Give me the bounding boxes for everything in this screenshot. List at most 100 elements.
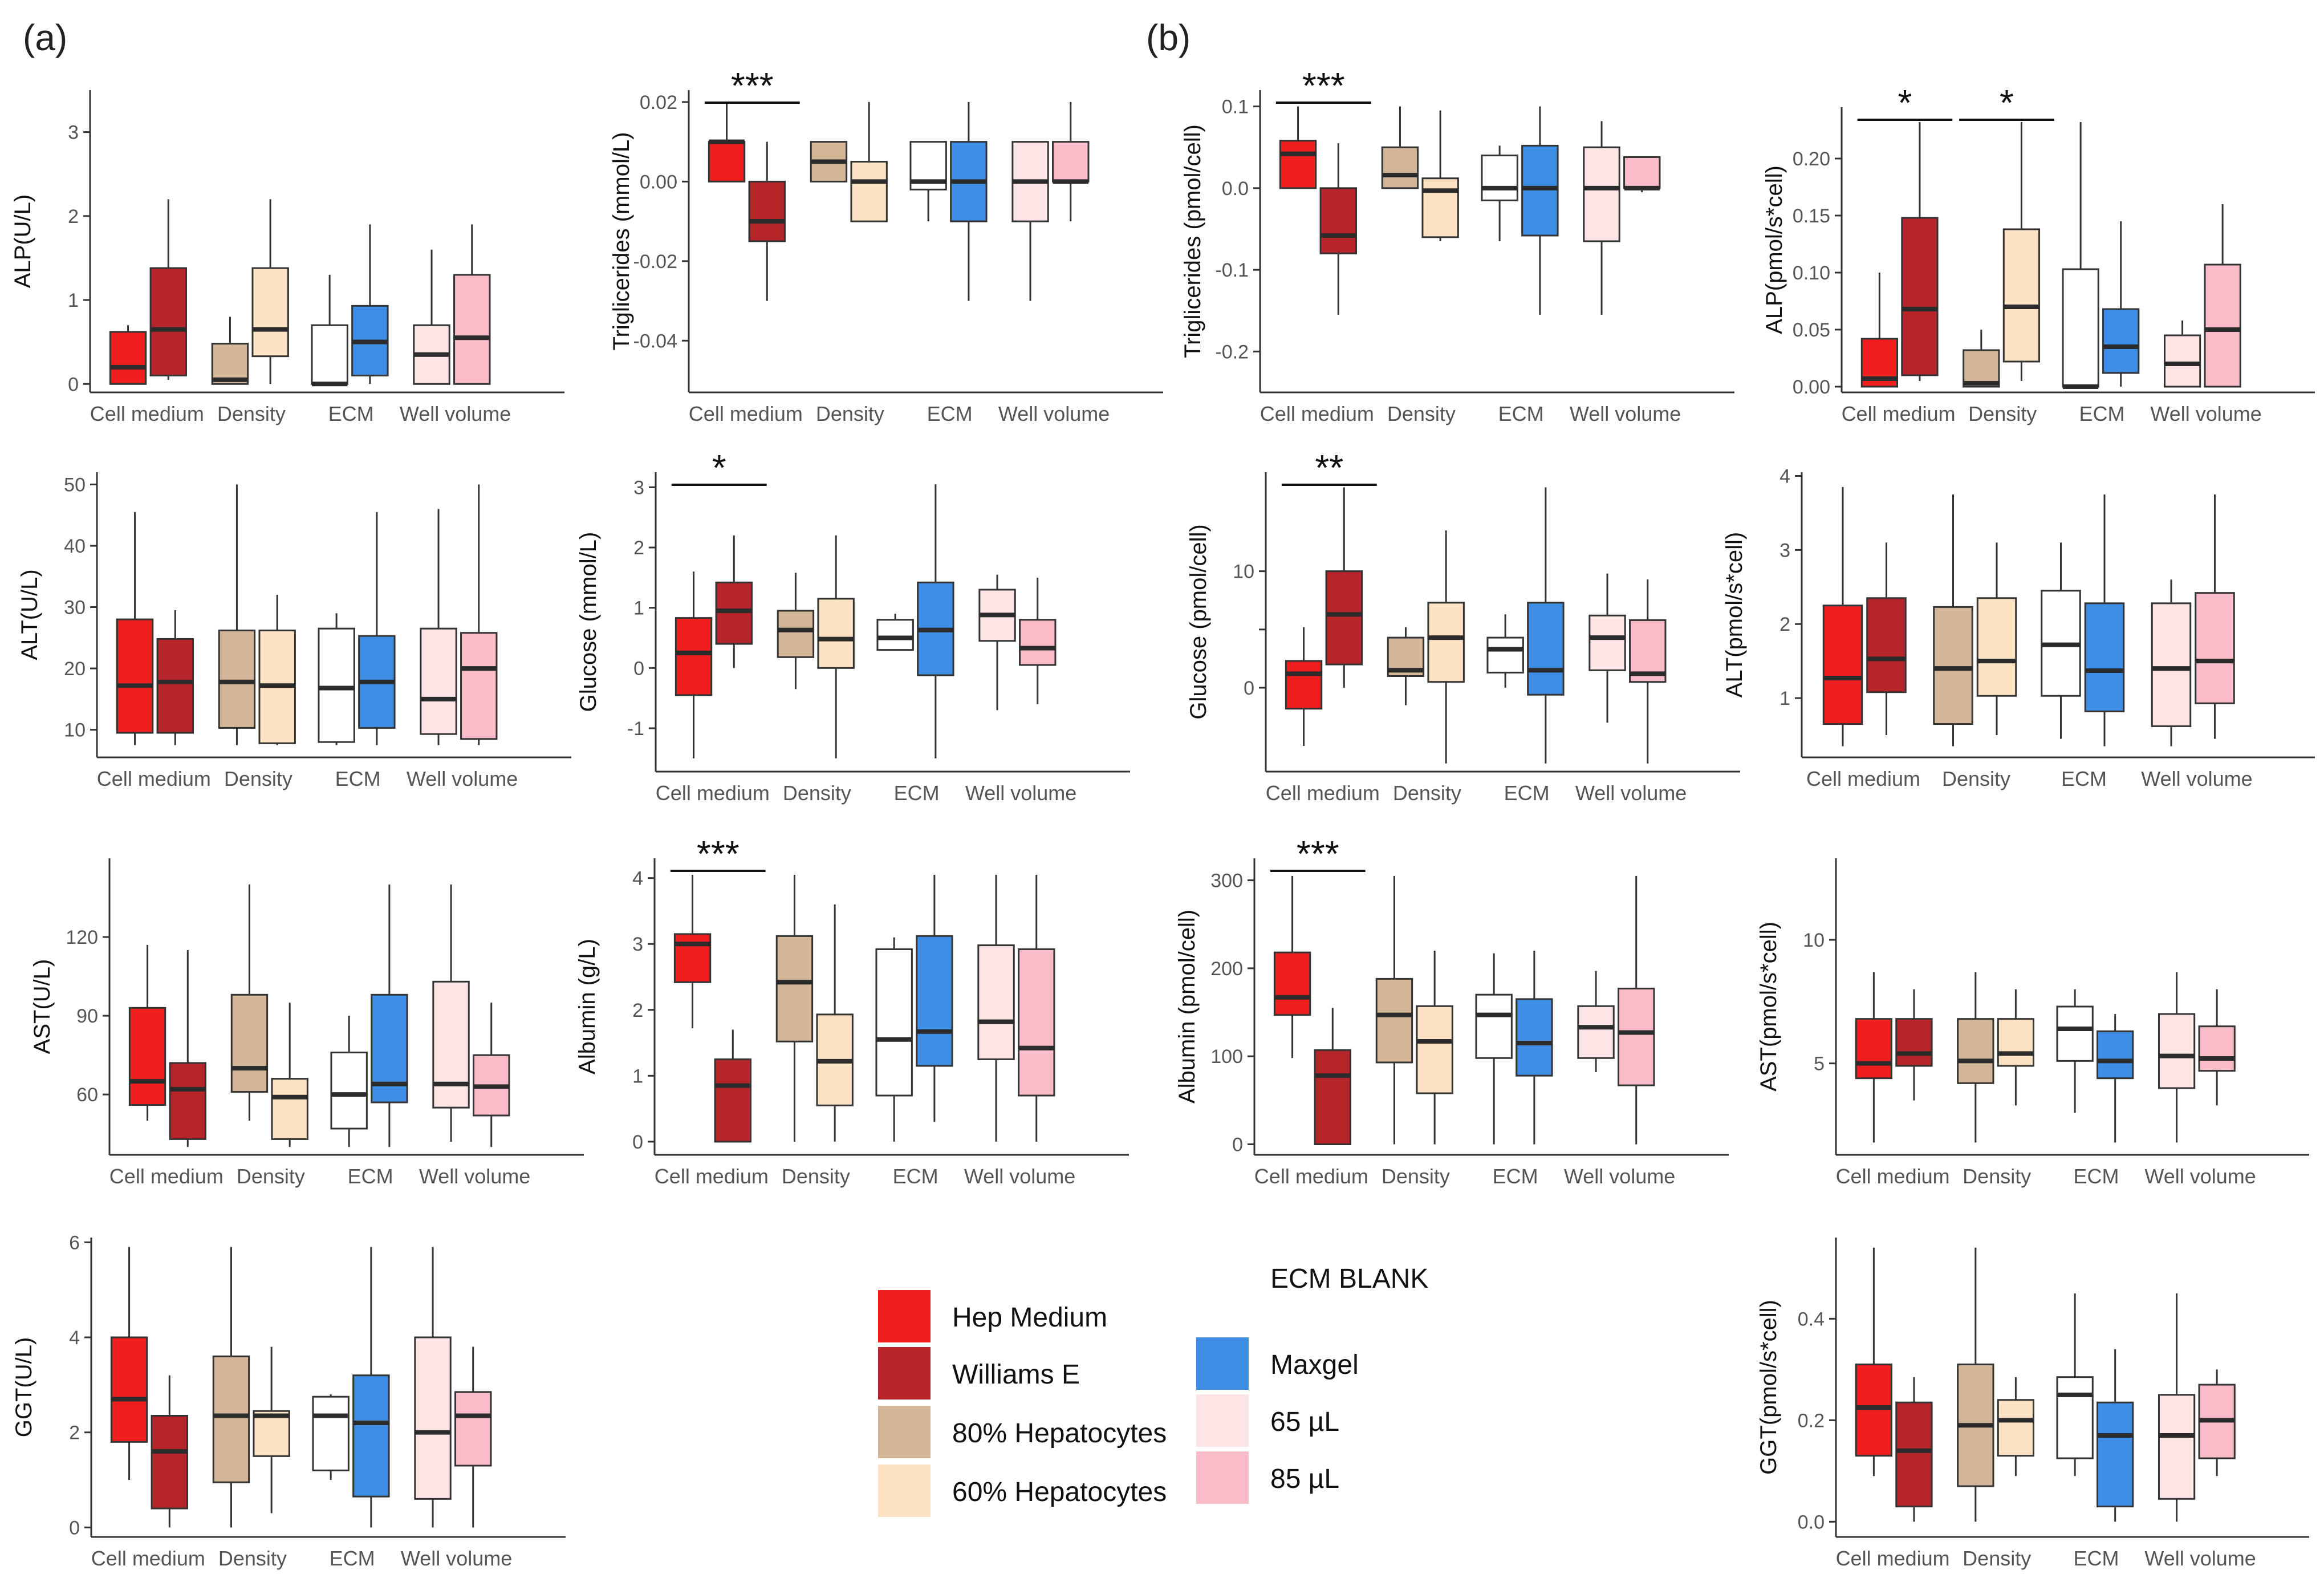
y-tick-label: 20	[64, 658, 86, 680]
box-7	[460, 484, 498, 745]
box-6	[1011, 141, 1049, 301]
legend-swatch	[878, 1347, 931, 1399]
y-axis-label: Triglicerides (mmol/L)	[609, 132, 634, 350]
x-tick-label: Well volume	[1575, 781, 1687, 805]
y-tick-label: 0.0	[1222, 178, 1249, 200]
box-5	[1521, 106, 1559, 315]
y-tick-label: 0	[1232, 1134, 1243, 1155]
box-iqr	[1527, 602, 1565, 696]
y-tick-label: 30	[64, 597, 86, 619]
x-tick-label: Well volume	[965, 781, 1076, 805]
box-iqr	[1623, 156, 1661, 189]
box-0	[1855, 1247, 1893, 1476]
legend-label: ECM BLANK	[1270, 1264, 1428, 1294]
x-tick-label: Well volume	[419, 1165, 530, 1188]
box-iqr	[977, 944, 1015, 1060]
box-iqr	[2158, 1394, 2196, 1500]
x-tick-label: ECM	[2079, 402, 2125, 425]
legend-swatch	[878, 1465, 931, 1517]
x-tick-label: ECM	[348, 1165, 393, 1188]
y-axis-label: Glucose (pmol/cell)	[1186, 524, 1211, 719]
box-2	[1957, 1247, 1994, 1522]
y-tick-label: 0.1	[1222, 96, 1249, 118]
x-tick-label: Cell medium	[656, 781, 770, 805]
box-iqr	[1895, 1401, 1933, 1508]
x-tick-label: Cell medium	[1266, 781, 1380, 805]
box-5	[2102, 221, 2140, 387]
y-tick-label: -0.1	[1215, 259, 1249, 281]
legend-swatch	[1196, 1394, 1249, 1447]
box-iqr	[1963, 349, 2000, 388]
y-tick-label: 1	[68, 290, 79, 311]
y-tick-label: 2	[68, 206, 79, 228]
box-4	[2056, 1293, 2094, 1476]
box-1	[1895, 1377, 1933, 1522]
box-3	[816, 904, 854, 1142]
y-tick-label: 2	[633, 537, 644, 559]
chart-a-alt: 10 20 30 40 50 ALT(U/L) Cell medium Density ECM W…	[17, 472, 571, 790]
box-iqr	[1588, 614, 1626, 671]
box-iqr	[1319, 187, 1357, 254]
box-iqr	[253, 1410, 290, 1457]
y-tick-label: 0	[632, 1131, 643, 1153]
box-4	[330, 1016, 368, 1147]
box-0	[1855, 972, 1893, 1143]
x-tick-label: Well volume	[2144, 1165, 2256, 1188]
box-7	[453, 224, 491, 385]
y-axis-label: GGT(U/L)	[11, 1337, 36, 1438]
y-tick-label: 0.10	[1793, 262, 1830, 284]
y-tick-label: 2	[1779, 614, 1790, 635]
x-tick-label: Well volume	[2141, 767, 2252, 790]
box-iqr	[1421, 177, 1459, 238]
y-axis-label: AST(U/L)	[30, 959, 55, 1054]
box-6	[2163, 321, 2201, 388]
x-tick-label: Well volume	[2144, 1547, 2256, 1570]
box-6	[432, 885, 470, 1142]
box-4	[876, 614, 914, 651]
box-0	[1822, 486, 1863, 747]
box-5	[2084, 494, 2125, 747]
box-2	[1933, 494, 1973, 747]
x-tick-label: Well volume	[400, 402, 511, 425]
y-tick-label: 0.00	[640, 171, 677, 193]
box-7	[1629, 579, 1667, 764]
x-tick-label: Density	[783, 781, 851, 805]
legend-swatch	[878, 1406, 931, 1458]
significance-label: **	[1315, 447, 1343, 488]
x-tick-label: Well volume	[401, 1547, 512, 1570]
box-1	[149, 199, 187, 380]
box-iqr	[151, 1415, 188, 1510]
legend-item-7: 85 µL	[1196, 1451, 1339, 1504]
box-iqr	[1325, 570, 1363, 666]
box-iqr	[1822, 605, 1863, 725]
box-iqr	[2204, 263, 2241, 388]
x-tick-label: Density	[224, 767, 292, 790]
x-tick-label: ECM	[328, 402, 374, 425]
box-iqr	[1381, 146, 1419, 189]
legend-item-2: 80% Hepatocytes	[878, 1406, 1167, 1458]
box-4	[318, 613, 355, 745]
x-tick-label: ECM	[1504, 781, 1550, 805]
box-0	[1279, 106, 1317, 189]
box-iqr	[673, 933, 712, 983]
box-3	[1416, 951, 1453, 1145]
x-tick-label: ECM	[893, 1165, 938, 1188]
box-3	[1997, 1377, 2035, 1476]
box-iqr	[318, 627, 355, 743]
box-7	[1019, 577, 1057, 704]
box-iqr	[460, 632, 498, 740]
y-axis-label: AST(pmol/s*cell)	[1756, 922, 1781, 1092]
box-6	[414, 1247, 452, 1528]
box-1	[714, 1029, 751, 1143]
box-1	[1314, 1008, 1351, 1145]
chart-a-ggt: 0 2 4 6 GGT(U/L) Cell medium Density ECM Well vo…	[11, 1232, 566, 1570]
x-tick-label: Well volume	[1564, 1165, 1675, 1188]
y-tick-label: 1	[1779, 688, 1790, 709]
x-tick-label: Cell medium	[1254, 1165, 1368, 1188]
y-tick-label: 40	[64, 536, 86, 557]
y-tick-label: 10	[1803, 930, 1825, 951]
legend-item-3: 60% Hepatocytes	[878, 1465, 1167, 1517]
box-iqr	[1475, 993, 1513, 1059]
y-tick-label: 1	[633, 598, 644, 619]
